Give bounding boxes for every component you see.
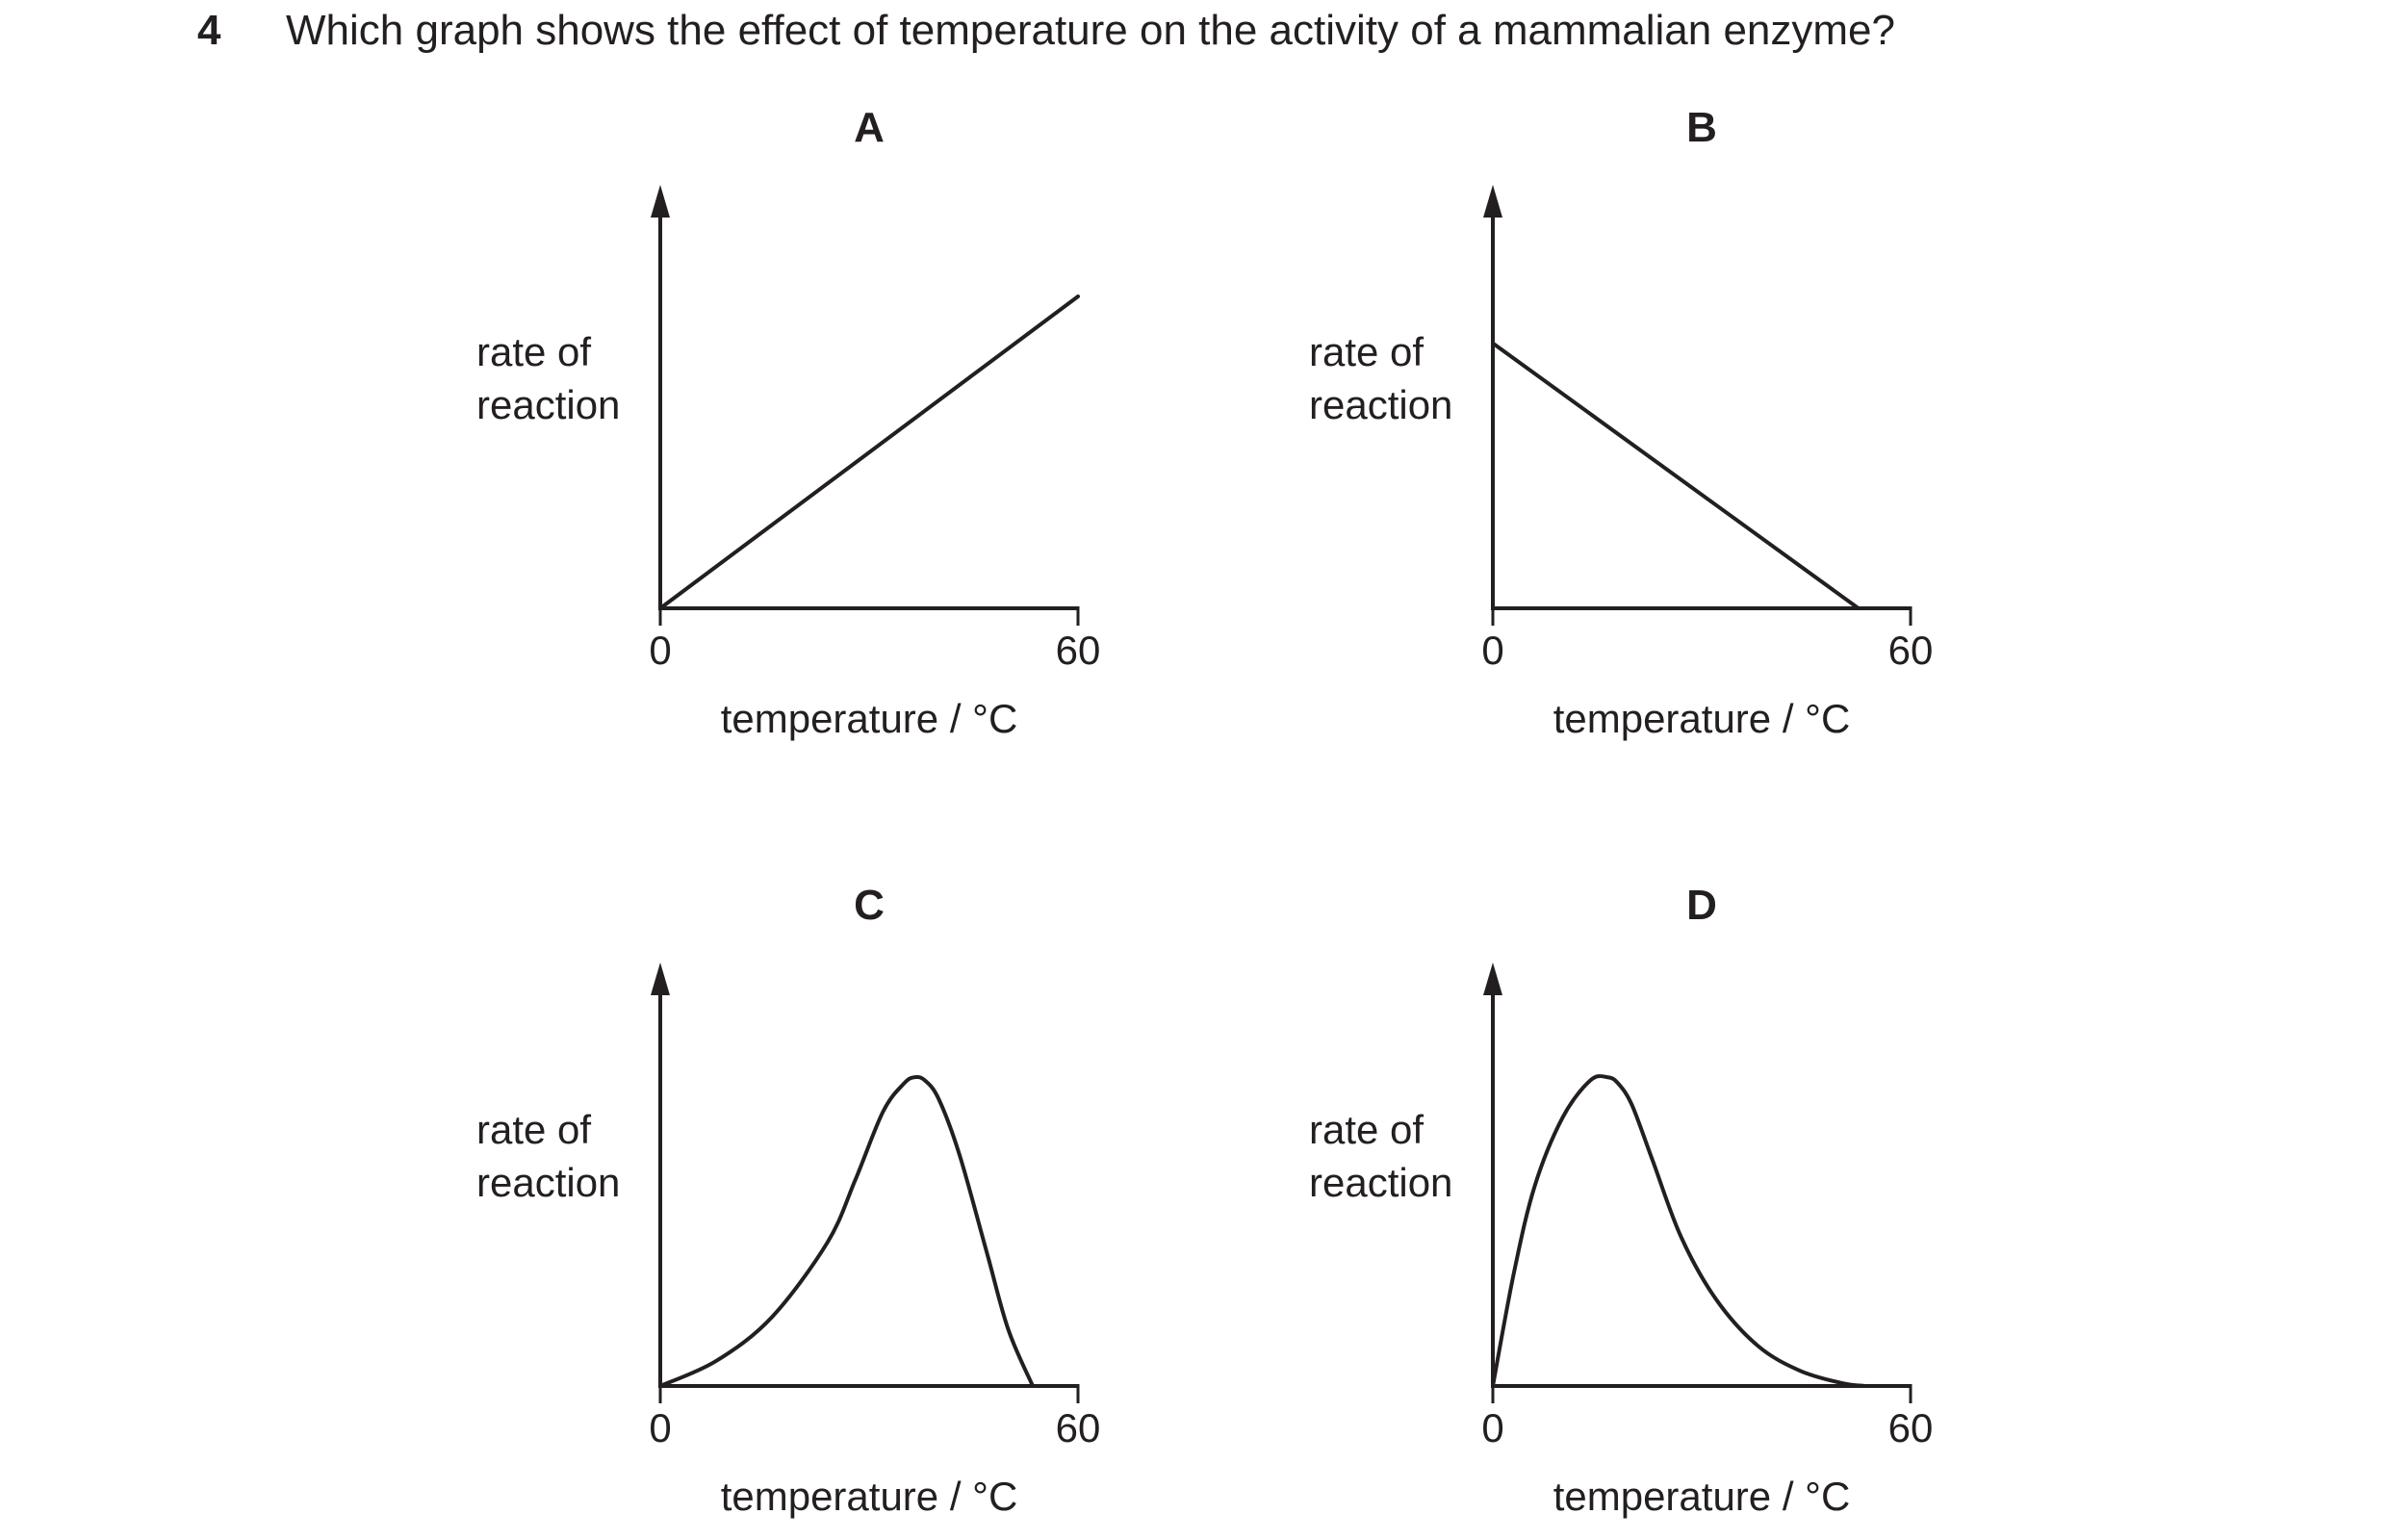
y-axis-label: rate of reaction [476, 1107, 620, 1205]
graph-d: D 0 60 temperature / °C rate of reaction [1309, 882, 1933, 1519]
x-tick-label: 60 [1056, 628, 1101, 673]
x-axis-label: temperature / °C [721, 1474, 1018, 1519]
x-axis-label: temperature / °C [721, 696, 1018, 741]
y-axis-arrow-icon [1483, 185, 1502, 218]
graph-b-title: B [1686, 104, 1717, 151]
x-tick-label: 60 [1056, 1405, 1101, 1450]
graph-a: A 0 60 temperature / °C rate of reaction [476, 104, 1100, 741]
y-axis-label: rate of reaction [1309, 1107, 1452, 1205]
graph-c-title: C [854, 882, 885, 929]
x-tick-label: 60 [1888, 628, 1934, 673]
graph-b: B 0 60 temperature / °C rate of reaction [1309, 104, 1933, 741]
x-axis-label: temperature / °C [1553, 1474, 1851, 1519]
x-axis-label: temperature / °C [1553, 696, 1851, 741]
y-axis-label: rate of reaction [476, 329, 620, 427]
y-axis-label: rate of reaction [1309, 329, 1452, 427]
y-axis-arrow-icon [1483, 962, 1502, 995]
y-axis-arrow-icon [651, 962, 670, 995]
question-text: Which graph shows the effect of temperat… [286, 7, 1895, 54]
y-axis-arrow-icon [651, 185, 670, 218]
x-tick-label: 0 [1481, 1405, 1503, 1450]
series-line-a [658, 295, 1080, 610]
question-number: 4 [197, 7, 221, 54]
x-tick-label: 0 [649, 1405, 671, 1450]
x-tick-label: 0 [1481, 628, 1503, 673]
graph-c: C 0 60 temperature / °C rate of reaction [476, 882, 1100, 1519]
x-tick-label: 60 [1888, 1405, 1934, 1450]
x-tick-label: 0 [649, 628, 671, 673]
series-line-c [658, 1074, 1035, 1388]
series-line-b [1491, 341, 1861, 610]
graph-a-title: A [854, 104, 885, 151]
series-line-d [1491, 1074, 1867, 1388]
graph-d-title: D [1686, 882, 1717, 929]
